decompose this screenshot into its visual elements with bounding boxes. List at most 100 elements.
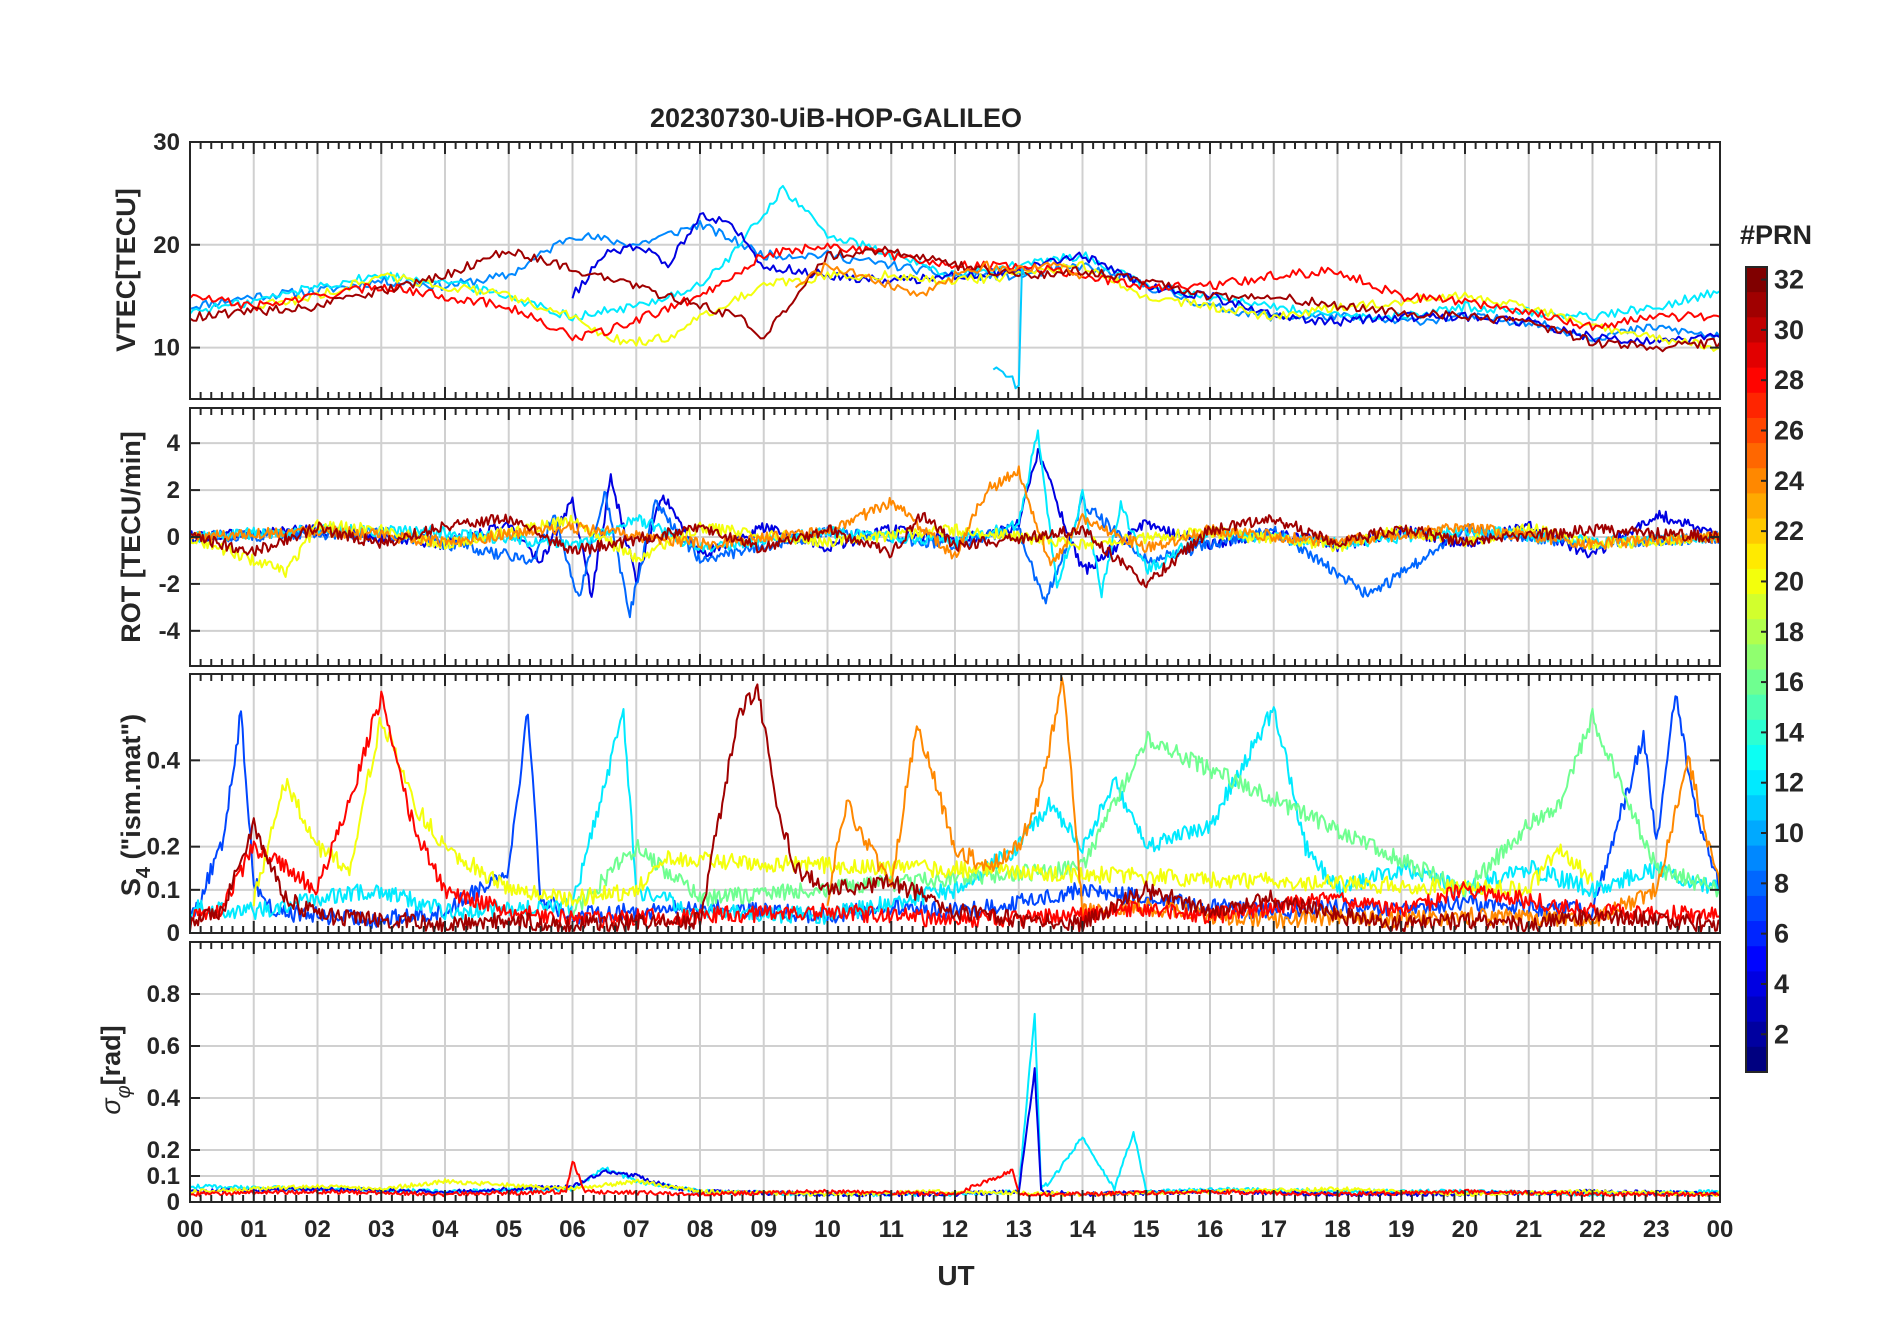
s4-series-prn-16 [571, 707, 1720, 920]
colorbar-segment [1746, 417, 1767, 444]
colorbar-segment [1746, 367, 1767, 394]
x-tick-labels: 00 01 02 03 04 05 06 07 08 09 10 11 12 13 14 15 16 17 18 19… [177, 1216, 1734, 1243]
colorbar-tick-label: 12 [1774, 768, 1804, 798]
x-axis-label: UT [937, 1260, 974, 1291]
colorbar-segment [1746, 971, 1767, 998]
x-tick-label: 15 [1133, 1216, 1160, 1243]
colorbar-segment [1746, 468, 1767, 495]
s4-y-tick-label: 0.2 [147, 834, 180, 861]
sigma_phi-y-tick-label: 0 [167, 1189, 180, 1216]
rot-y-tick-label: 2 [167, 477, 180, 504]
colorbar-segment [1746, 292, 1767, 318]
vtec-y-label: VTEC[TECU] [111, 188, 141, 352]
colorbar-segment [1746, 870, 1767, 897]
s4-y-tick-label: 0.1 [147, 877, 180, 904]
rot-series-prn-31 [190, 511, 1720, 589]
vtec-series-prn-4 [571, 212, 1720, 346]
colorbar-tick-label: 8 [1774, 868, 1789, 898]
colorbar-tick-label: 6 [1774, 919, 1789, 949]
colorbar-segment [1746, 619, 1767, 645]
s4-panel: 0 0.1 0.2 0.4 [147, 673, 1721, 947]
sigma_phi-frame [189, 941, 1721, 1203]
x-tick-label: 20 [1452, 1216, 1479, 1243]
x-tick-label: 12 [942, 1216, 969, 1243]
s4-y-tick-label: 0 [167, 920, 180, 947]
rot-series-prn-24 [190, 465, 1720, 567]
sigma_phi-panel: 00.10.2 0.4 0.6 0.8 [147, 941, 1721, 1216]
colorbar-segment [1746, 694, 1767, 721]
colorbar-segment [1746, 594, 1767, 620]
sigma_phi-y-tick-label: 0.2 [147, 1137, 180, 1164]
colorbar-segment [1746, 921, 1767, 947]
s4-series-prn-7 [190, 695, 1720, 929]
colorbar-segment [1746, 795, 1767, 822]
colorbar-segment [1746, 946, 1767, 972]
vtec-series-group [190, 184, 1720, 390]
x-tick-label: 13 [1005, 1216, 1032, 1243]
colorbar-segment [1746, 895, 1767, 922]
colorbar-frame [1745, 266, 1768, 1073]
x-tick-label: 19 [1388, 1216, 1415, 1243]
rot-panel: -4 -2 0 2 4 [159, 407, 1721, 667]
vtec-series-prn-28 [190, 242, 1720, 342]
x-tick-label: 04 [432, 1216, 459, 1243]
s4-y-label: S4 ("ism.mat") [116, 714, 155, 896]
x-tick-label: 02 [304, 1216, 331, 1243]
x-tick-label: 01 [240, 1216, 267, 1243]
colorbar-segment [1746, 644, 1767, 671]
s4-frame [189, 673, 1721, 934]
s4-y-tick-label: 0.4 [147, 747, 181, 774]
rot-y-label: ROT [TECU/min] [116, 431, 146, 642]
x-tick-label: 00 [1707, 1216, 1734, 1243]
x-tick-label: 22 [1579, 1216, 1606, 1243]
chart-title: 20230730-UiB-HOP-GALILEO [650, 103, 1022, 133]
x-tick-label: 18 [1324, 1216, 1351, 1243]
colorbar-segment [1746, 392, 1767, 419]
s4-series-prn-24 [826, 676, 1720, 929]
colorbar-segment [1746, 493, 1767, 520]
colorbar-segment [1746, 669, 1767, 696]
colorbar-tick-label: 18 [1774, 617, 1804, 647]
sigma_phi-y-tick-label: 0.1 [147, 1163, 180, 1190]
colorbar-segment [1746, 1046, 1767, 1073]
colorbar-segment [1746, 267, 1767, 293]
rot-y-tick-label: -4 [159, 618, 181, 645]
colorbar-tick-label: 14 [1774, 717, 1804, 747]
colorbar-tick-label: 28 [1774, 365, 1804, 395]
x-tick-label: 17 [1260, 1216, 1287, 1243]
x-tick-label: 07 [623, 1216, 650, 1243]
colorbar-segment [1746, 1021, 1767, 1048]
sigma-phi-y-label: σφ[rad] [96, 1025, 135, 1114]
colorbar-segment [1746, 770, 1767, 796]
x-tick-label: 03 [368, 1216, 395, 1243]
rot-y-tick-label: 4 [167, 430, 181, 457]
colorbar-tick-label: 16 [1774, 667, 1804, 697]
sigma_phi-y-tick-label: 0.4 [147, 1085, 181, 1112]
colorbar-tick-label: 4 [1774, 969, 1789, 999]
colorbar-segment [1746, 443, 1767, 469]
colorbar-tick-label: 10 [1774, 818, 1804, 848]
x-tick-label: 05 [495, 1216, 522, 1243]
colorbar-segment [1746, 719, 1767, 746]
x-tick-label: 09 [750, 1216, 777, 1243]
sigma_phi-y-tick-label: 0.6 [147, 1033, 180, 1060]
colorbar-tick-label: 24 [1774, 466, 1804, 496]
colorbar-segment [1746, 568, 1767, 595]
vtec-series-prn-11 [992, 268, 1026, 390]
rot-frame [189, 407, 1721, 667]
colorbar-tick-label: 30 [1774, 315, 1804, 345]
rot-y-tick-label: 0 [167, 524, 180, 551]
colorbar-segment [1746, 996, 1767, 1023]
svg-text:σφ[rad]: σφ[rad] [96, 1025, 135, 1114]
colorbar-tick-label: 20 [1774, 566, 1804, 596]
rot-series-prn-20 [190, 514, 1720, 578]
x-tick-label: 16 [1197, 1216, 1224, 1243]
colorbar-tick-label: 26 [1774, 416, 1804, 446]
colorbar-tick-label: 32 [1774, 265, 1804, 295]
vtec-frame [189, 141, 1721, 400]
colorbar-tick-label: 22 [1774, 516, 1804, 546]
colorbar-segment [1746, 845, 1767, 872]
